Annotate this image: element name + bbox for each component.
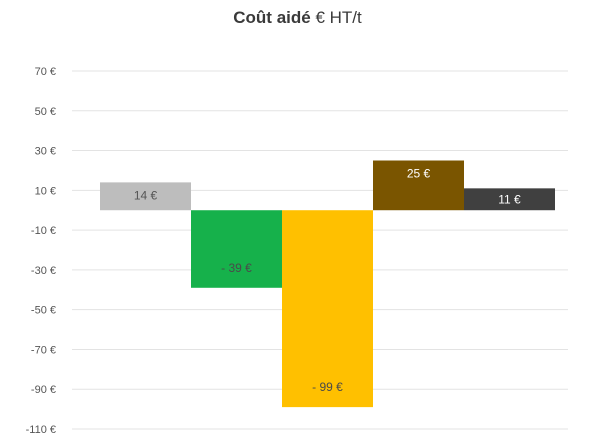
y-tick-label: 50 € (35, 106, 56, 118)
y-tick-label: 30 € (35, 146, 56, 158)
y-tick-label: -90 € (31, 384, 56, 396)
y-tick-label: -70 € (31, 344, 56, 356)
bar (191, 210, 282, 288)
y-tick-label: 10 € (35, 185, 56, 197)
data-label: 14 € (134, 188, 158, 202)
y-tick-label: -50 € (31, 305, 56, 317)
y-tick-label: 70 € (35, 66, 56, 78)
data-label: - 99 € (312, 380, 343, 394)
data-label: 11 € (498, 192, 521, 206)
chart-title-rest: € HT/t (310, 8, 362, 27)
data-labels: 14 € - 39 € - 99 € 25 € 11 € (134, 167, 521, 395)
data-label: - 39 € (221, 261, 252, 275)
bar (100, 182, 191, 211)
bars (100, 160, 555, 408)
chart-title: Coût aidé € HT/t (0, 8, 595, 28)
chart-title-bold: Coût aidé (233, 8, 311, 27)
bar (282, 210, 373, 408)
y-tick-label: -30 € (31, 265, 56, 277)
bar (373, 160, 464, 211)
bar (464, 188, 555, 211)
y-tick-label: -110 € (26, 424, 56, 436)
y-axis-ticks: 70 € 50 € 30 € 10 € -10 € -30 € -50 € -70 € -90 … (26, 66, 56, 436)
y-tick-label: -10 € (31, 225, 56, 237)
data-label: 25 € (407, 167, 431, 181)
